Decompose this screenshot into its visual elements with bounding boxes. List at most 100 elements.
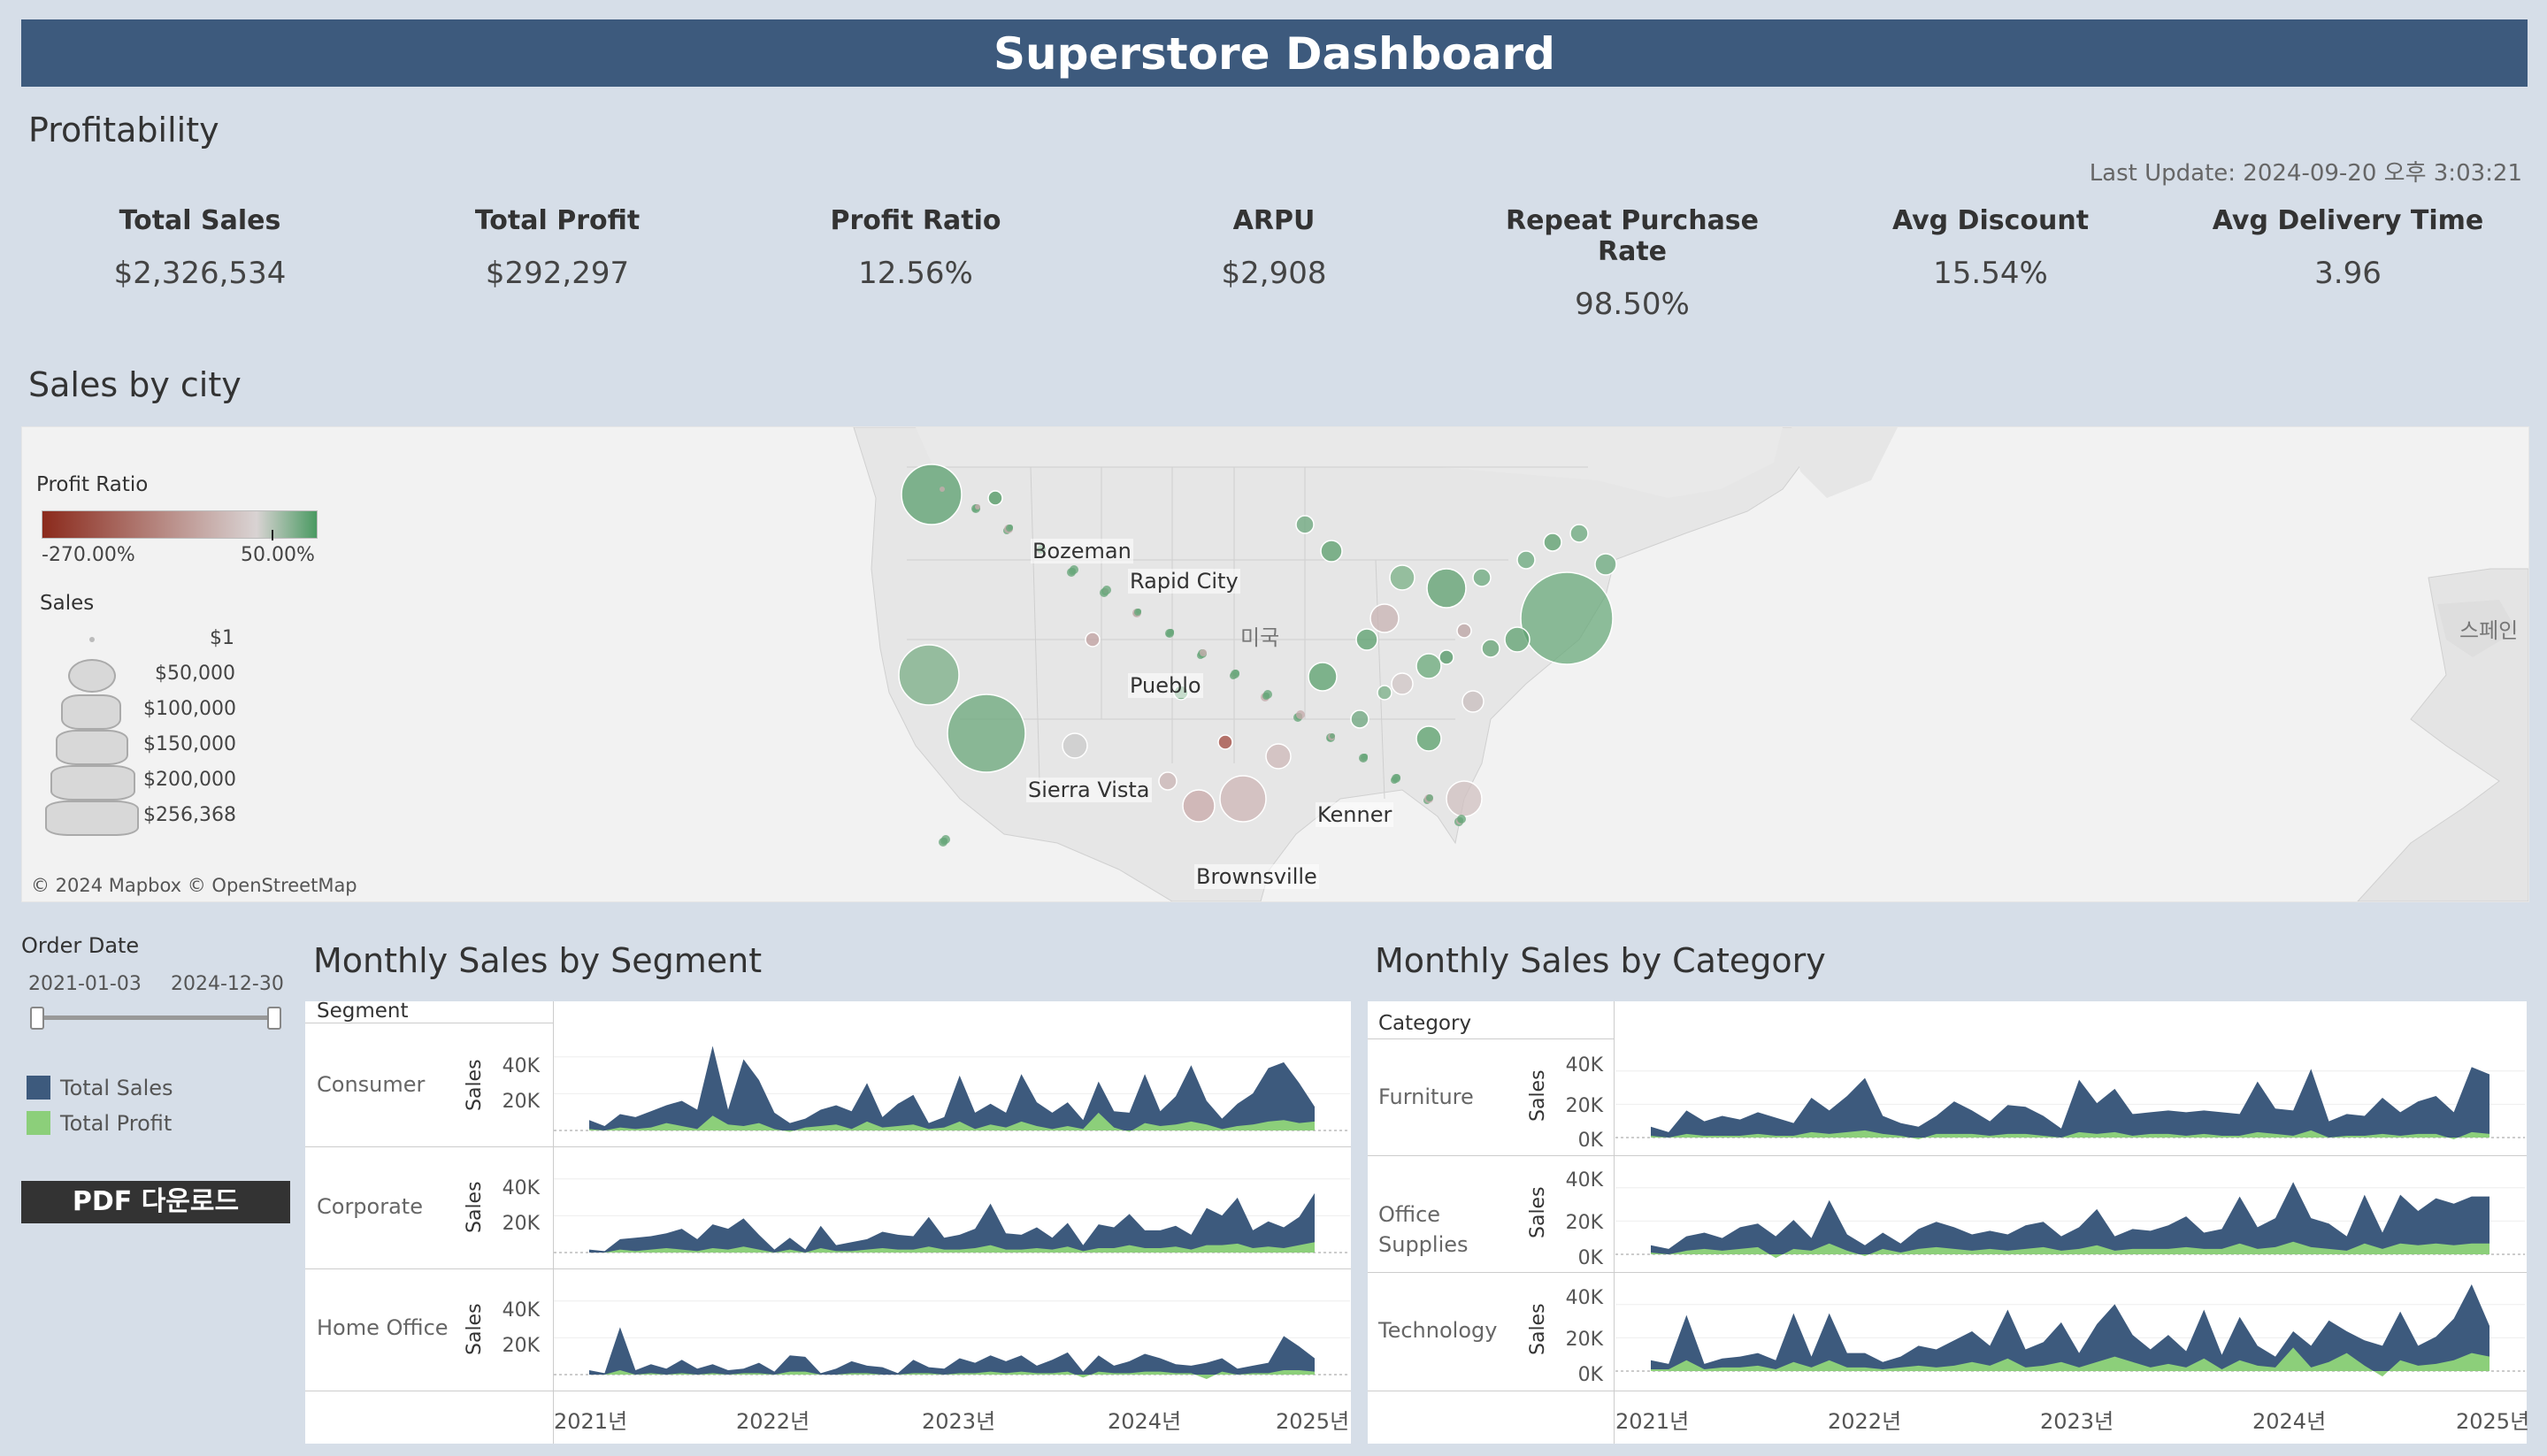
sales-legend-bubble [89,637,95,642]
city-bubble[interactable] [1219,775,1267,823]
y-tick: 20K [502,1335,540,1357]
total-sales-area-office-supplies [1651,1182,2489,1254]
category-area-chart [1615,1067,2525,1377]
total-sales-area-corporate [589,1192,1315,1253]
city-label-pueblo: Pueblo [1128,673,1203,698]
city-bubble[interactable] [1232,670,1239,677]
order-date-slider-track[interactable] [35,1015,276,1020]
city-bubble[interactable] [1438,649,1454,665]
pdf-download-button[interactable]: PDF 다운로드 [21,1181,290,1223]
city-bubble[interactable] [1158,771,1178,791]
city-bubble[interactable] [1481,639,1500,658]
city-bubble[interactable] [898,644,960,706]
segment-row-consumer: Consumer [317,1072,426,1097]
city-bubble[interactable] [901,464,963,525]
city-bubble[interactable] [1377,685,1392,701]
city-bubble[interactable] [1461,690,1484,713]
city-bubble[interactable] [1369,603,1400,633]
total-sales-area-furniture [1651,1067,2489,1138]
city-bubble[interactable] [1457,815,1466,824]
city-bubble[interactable] [1355,628,1378,651]
city-bubble[interactable] [1415,725,1442,752]
segment-chart-title: Monthly Sales by Segment [313,941,763,980]
kpi-value: 98.50% [1575,287,1690,322]
greenland-landmass [1791,427,1898,498]
city-bubble[interactable] [1393,774,1400,781]
city-bubble[interactable] [1362,754,1368,759]
order-date-slider-end-handle[interactable] [267,1007,281,1030]
order-date-slider-start-handle[interactable] [30,1007,44,1030]
city-bubble[interactable] [1295,515,1315,534]
segment-axis-title: Sales [464,1181,486,1233]
city-bubble[interactable] [1350,709,1369,729]
city-bubble[interactable] [1426,794,1433,801]
category-axis-title: Sales [1527,1303,1549,1355]
kpi-label: Profit Ratio [830,205,1001,236]
city-bubble[interactable] [1320,540,1343,563]
city-bubble[interactable] [975,504,980,510]
kpi-value: $2,326,534 [113,256,287,291]
city-label-rapid-city: Rapid City [1128,569,1240,594]
city-bubble[interactable] [1102,586,1111,594]
total-profit-area-corporate [589,1242,1315,1253]
total-sales-area-technology [1651,1284,2489,1371]
panel-divider [1614,1001,1615,1444]
city-bubble[interactable] [947,694,1026,773]
city-bubble[interactable] [1008,525,1013,530]
sales-legend-label: $1 [210,627,234,649]
city-bubble[interactable] [1085,632,1101,648]
y-tick: 20K [1565,1095,1603,1117]
city-bubble[interactable] [1415,653,1442,679]
city-bubble[interactable] [1569,524,1589,543]
y-tick: 0K [1577,1247,1603,1269]
country-label-spain: 스페인 [2459,618,2519,643]
kpi-arpu: ARPU $2,908 [1124,205,1424,291]
city-bubble[interactable] [1426,568,1467,609]
city-bubble[interactable] [1504,626,1531,653]
city-bubble[interactable] [1169,629,1174,634]
order-date-end[interactable]: 2024-12-30 [171,973,284,995]
x-tick: 2024년 [1108,1409,1182,1434]
profit-ratio-min: -270.00% [42,544,135,566]
city-bubble[interactable] [1330,733,1335,739]
row-divider [305,1146,1351,1147]
sales-legend-bubble [50,765,135,801]
segment-axis-title: Sales [464,1059,486,1111]
city-bubble[interactable] [1136,609,1141,614]
city-bubble[interactable] [1389,564,1415,591]
city-bubble[interactable] [1594,553,1617,576]
city-bubble[interactable] [1391,672,1414,695]
profit-ratio-max: 50.00% [241,544,315,566]
kpi-value: 15.54% [1933,256,2048,291]
city-bubble[interactable] [940,487,945,492]
city-bubble[interactable] [1200,649,1207,656]
city-bubble[interactable] [1217,734,1233,750]
kpi-label: Avg Discount [1891,205,2090,236]
city-bubble[interactable] [987,490,1003,506]
city-bubble[interactable] [1516,550,1536,570]
city-bubble[interactable] [1263,690,1272,699]
city-bubble[interactable] [1543,533,1562,552]
city-bubble[interactable] [1265,743,1292,770]
kpi-avg-delivery-time: Avg Delivery Time 3.96 [2198,205,2498,291]
city-bubble[interactable] [941,835,950,844]
order-date-start[interactable]: 2021-01-03 [28,973,142,995]
city-bubble[interactable] [1296,710,1305,719]
y-tick: 40K [1565,1169,1603,1192]
map-canvas[interactable] [22,427,2528,901]
sales-legend-title: Sales [40,592,95,615]
row-divider [305,1268,1351,1269]
sales-map[interactable]: Bozeman Rapid City Pueblo Sierra Vista K… [21,426,2529,902]
city-bubble[interactable] [1182,789,1216,823]
x-tick: 2021년 [1615,1409,1690,1434]
city-bubble[interactable] [1456,623,1472,639]
city-bubble[interactable] [1446,780,1483,817]
kpi-value: $2,908 [1221,256,1327,291]
city-bubble[interactable] [1520,571,1614,665]
city-bubble[interactable] [1308,662,1338,692]
city-bubble[interactable] [1070,565,1078,574]
total-profit-swatch [27,1111,50,1135]
city-bubble[interactable] [1472,568,1492,587]
order-date-filter-title: Order Date [21,933,140,958]
city-bubble[interactable] [1062,732,1088,759]
